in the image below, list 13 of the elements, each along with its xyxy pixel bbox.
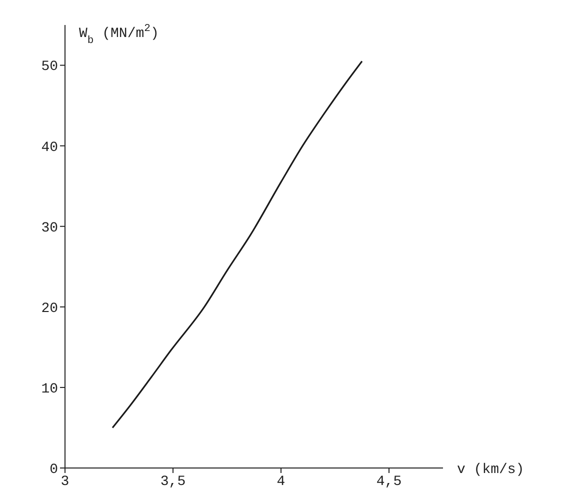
y-tick-label: 10 — [41, 381, 58, 398]
y-tick-label: 0 — [50, 462, 58, 478]
x-tick-label: 3,5 — [160, 474, 186, 490]
y-tick-label: 40 — [41, 140, 58, 156]
x-axis-title: v (km/s) — [457, 462, 524, 478]
x-tick-label: 3 — [60, 474, 70, 490]
y-axis-title: W$_{b}$ (MN/m$^{2}$) — [79, 23, 159, 47]
y-tick-label: 50 — [41, 59, 58, 76]
x-tick-label: 4,5 — [376, 474, 402, 490]
y-tick-label: 20 — [41, 300, 58, 317]
y-tick-label: 30 — [41, 220, 58, 236]
x-tick-label: 4 — [276, 474, 286, 490]
line-series — [112, 60, 363, 429]
